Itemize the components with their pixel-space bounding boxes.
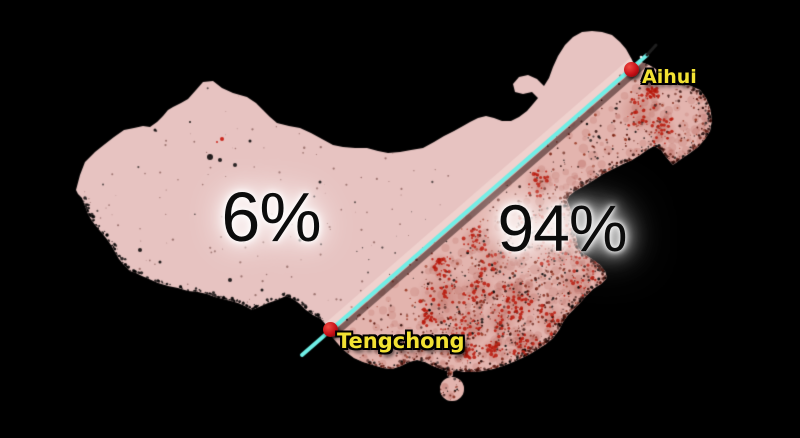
aihui-city-label: Aihui [642, 66, 697, 88]
tengchong-marker-dot [323, 322, 338, 337]
east-population-share-label: 94% [497, 191, 627, 265]
tengchong-city-label: Tengchong [337, 329, 465, 353]
west-population-share-label: 6% [221, 178, 321, 256]
aihui-marker-dot [624, 62, 639, 77]
